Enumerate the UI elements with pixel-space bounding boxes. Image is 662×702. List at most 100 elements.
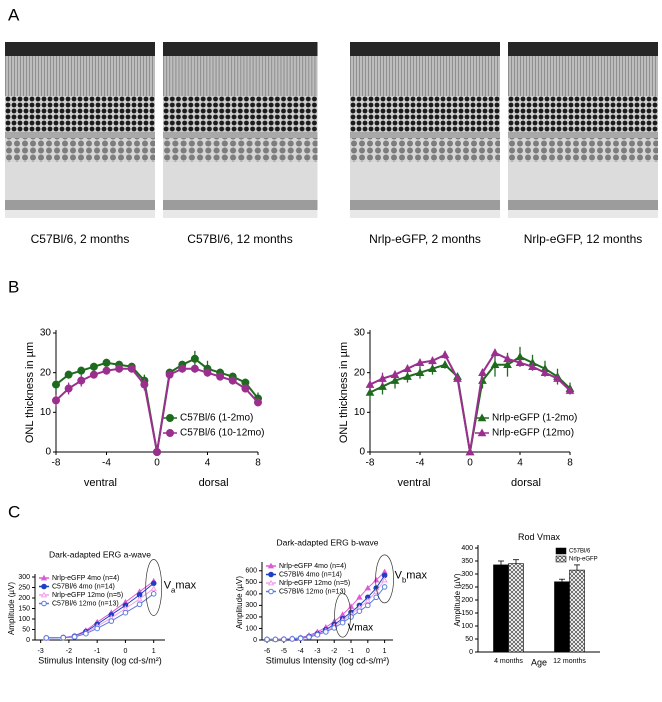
y-tick-label: 300	[461, 571, 473, 578]
marker	[178, 364, 187, 373]
x-tick-label: 0	[467, 458, 473, 469]
legend-label: Nrlp-eGFP 4mo (n=4)	[52, 575, 119, 582]
marker	[150, 585, 157, 591]
marker	[190, 364, 199, 373]
x-tick-label: 1	[383, 648, 387, 655]
marker	[77, 366, 86, 375]
marker	[440, 350, 450, 359]
chart-title: Rod Vmax	[518, 532, 561, 542]
image-caption: Nrlp-eGFP, 2 months	[369, 232, 481, 246]
legend-marker	[40, 574, 48, 581]
y-tick-label: 20	[40, 367, 52, 378]
marker	[52, 396, 60, 405]
x-tick-label: -2	[331, 648, 337, 655]
legend-swatch	[555, 547, 567, 555]
marker	[403, 372, 412, 380]
annotation-part: V	[164, 579, 172, 591]
y-tick-label: 400	[461, 545, 473, 552]
y-tick-label: 30	[40, 328, 52, 339]
marker	[71, 634, 78, 640]
y-tick-label: 300	[18, 574, 30, 581]
marker	[60, 634, 67, 641]
marker	[381, 576, 388, 583]
marker	[378, 374, 387, 382]
y-tick-label: 100	[18, 616, 30, 623]
marker	[289, 636, 296, 642]
annotation-part: max	[175, 579, 196, 591]
y-tick-label: 100	[245, 625, 257, 632]
marker	[390, 376, 400, 384]
legend-label: C57Bl/6 (10-12mo)	[180, 428, 264, 439]
legend-label: Nrlp-eGFP	[569, 557, 598, 563]
legend-marker	[267, 562, 275, 569]
y-axis-label: Amplitude (µV)	[453, 573, 462, 626]
x-tick-label: -1	[348, 648, 354, 655]
marker	[356, 608, 363, 614]
marker	[83, 630, 89, 637]
highlight-ellipse	[145, 559, 163, 616]
y-tick-label: 350	[461, 558, 473, 565]
panel-label: C	[8, 502, 20, 521]
y-axis-label: ONL thickness in µm	[338, 342, 350, 443]
marker	[190, 354, 199, 363]
series-line	[55, 367, 259, 453]
x-tick-label: -5	[281, 648, 287, 655]
marker	[122, 609, 129, 616]
marker	[94, 625, 100, 632]
marker	[150, 591, 157, 597]
histology-image	[163, 42, 318, 218]
y-tick-label: 250	[18, 584, 30, 591]
y-tick-label: 50	[22, 626, 30, 633]
y-tick-label: 250	[461, 584, 473, 591]
y-tick-label: 150	[18, 605, 30, 612]
x-axis-label: Age	[531, 657, 547, 667]
legend-marker	[41, 600, 47, 607]
marker	[102, 366, 111, 375]
marker	[503, 354, 512, 363]
y-axis-label: ONL thickness in µm	[24, 342, 36, 443]
marker	[165, 370, 174, 379]
legend-label: C57Bl/6 4mo (n=14)	[52, 583, 115, 590]
marker	[331, 625, 338, 631]
marker	[323, 629, 329, 635]
marker	[373, 576, 380, 583]
marker	[241, 384, 250, 393]
marker	[89, 370, 98, 379]
x-region-label: dorsal	[511, 477, 541, 489]
y-tick-label: 50	[465, 636, 473, 643]
annotation-part: max	[406, 569, 427, 581]
legend-marker	[166, 414, 174, 422]
annotation: Vbmax	[395, 569, 428, 584]
marker	[216, 372, 225, 381]
annotation-part: V	[395, 569, 403, 581]
x-tick-label: -3	[314, 648, 320, 655]
legend-label: Nrlp-eGFP 12mo (n=5)	[279, 580, 350, 587]
y-tick-label: 500	[245, 579, 257, 586]
legend-label: C57Bl/6 4mo (n=14)	[279, 571, 342, 578]
x-tick-label: 4	[205, 458, 211, 469]
x-tick-label: 0	[366, 648, 370, 655]
marker	[565, 385, 575, 394]
marker	[390, 370, 400, 378]
y-tick-label: 100	[461, 623, 473, 630]
marker	[43, 635, 50, 641]
marker	[153, 448, 161, 456]
marker	[136, 601, 143, 608]
legend-swatch	[555, 555, 567, 563]
marker	[314, 632, 321, 638]
legend-label: C57Bl/6	[569, 549, 591, 555]
y-tick-label: 0	[253, 637, 257, 644]
bar	[493, 564, 509, 653]
marker	[228, 376, 237, 385]
marker	[365, 602, 371, 609]
marker	[528, 362, 537, 371]
x-axis-label: Stimulus Intensity (log cd-s/m²)	[38, 655, 162, 665]
legend-marker	[268, 571, 274, 578]
marker	[515, 358, 525, 367]
y-tick-label: 0	[359, 447, 365, 458]
marker	[150, 580, 157, 587]
x-tick-label: 1	[152, 648, 156, 655]
marker	[356, 593, 363, 600]
y-tick-label: 0	[469, 649, 473, 656]
legend-label: C57Bl/6 12mo (n=13)	[52, 600, 119, 607]
